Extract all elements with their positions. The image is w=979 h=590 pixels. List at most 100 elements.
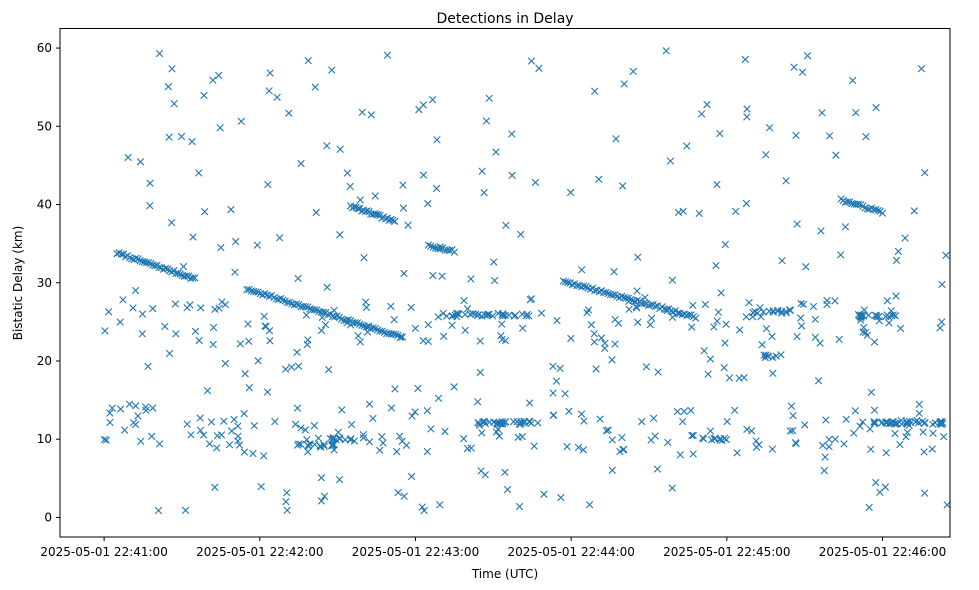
data-point [310, 422, 319, 430]
data-point [336, 145, 344, 154]
data-point [835, 335, 843, 344]
data-point [240, 410, 248, 418]
data-point [591, 287, 599, 295]
data-point [633, 287, 641, 295]
data-point [499, 310, 507, 318]
data-point [324, 365, 333, 374]
data-point [511, 311, 520, 320]
data-point [476, 337, 484, 345]
data-point [646, 321, 655, 329]
data-point [579, 282, 588, 290]
data-point [351, 319, 359, 327]
data-point [841, 223, 850, 231]
data-point [527, 295, 536, 303]
data-point [436, 245, 444, 253]
data-point [237, 117, 245, 126]
data-point [608, 436, 617, 444]
data-point [235, 441, 244, 449]
data-point [247, 287, 256, 295]
data-point [787, 402, 796, 410]
data-point [695, 209, 703, 218]
data-point [768, 445, 777, 453]
data-point [350, 203, 358, 211]
data-point [461, 310, 469, 319]
data-point [138, 310, 147, 318]
data-point [762, 150, 770, 159]
data-point [755, 440, 763, 449]
data-point [399, 204, 408, 212]
data-point [820, 466, 829, 475]
data-point [741, 55, 749, 64]
data-point [892, 292, 900, 300]
data-point [101, 327, 109, 335]
data-point [798, 68, 807, 76]
data-point [848, 76, 857, 85]
data-point [294, 362, 303, 370]
data-point [358, 108, 366, 117]
data-point [600, 344, 609, 353]
data-point [498, 335, 506, 344]
data-point [801, 421, 809, 429]
data-point [668, 313, 677, 322]
data-point [811, 315, 819, 324]
data-point [365, 400, 374, 408]
data-point [149, 304, 157, 313]
data-point [498, 417, 506, 426]
data-point [867, 388, 876, 397]
data-point [305, 442, 313, 450]
data-point [679, 207, 687, 216]
data-point [731, 207, 740, 216]
data-point [747, 427, 756, 435]
data-point [662, 47, 670, 55]
data-point [429, 243, 437, 251]
data-point [902, 433, 910, 441]
data-point [411, 408, 419, 416]
data-point [600, 288, 608, 297]
data-point [937, 419, 945, 428]
data-point [508, 130, 516, 138]
data-point [713, 180, 721, 189]
data-point [205, 440, 214, 448]
data-point [789, 426, 797, 435]
data-point [574, 443, 583, 452]
data-point [297, 159, 305, 168]
data-point [777, 351, 785, 359]
data-point [461, 326, 469, 335]
data-point [618, 292, 626, 301]
data-point [287, 363, 296, 371]
data-point [259, 452, 268, 460]
data-point [680, 407, 688, 416]
data-point [304, 56, 312, 65]
y-tick-label: 0 [44, 510, 52, 524]
data-point [196, 426, 205, 434]
data-point [207, 418, 216, 426]
plot-area [100, 47, 951, 515]
data-point [320, 492, 329, 500]
data-point [885, 313, 893, 321]
data-point [108, 404, 116, 412]
data-point [124, 153, 132, 162]
data-point [609, 291, 617, 299]
data-point [611, 340, 619, 348]
data-point [303, 436, 311, 444]
data-point [125, 400, 134, 408]
data-point [896, 324, 905, 333]
data-point [706, 355, 715, 363]
data-point [450, 383, 458, 391]
data-point [346, 182, 354, 191]
data-point [134, 412, 142, 420]
data-point [211, 305, 219, 314]
data-point [590, 338, 599, 346]
data-point [736, 326, 744, 334]
data-point [825, 435, 833, 444]
data-point [177, 132, 186, 141]
data-point [883, 297, 892, 305]
data-point [484, 310, 492, 319]
data-point [197, 304, 205, 312]
data-point [292, 300, 301, 308]
data-point [501, 468, 509, 477]
data-point [481, 311, 489, 319]
data-point [716, 129, 724, 138]
data-point [448, 321, 456, 329]
data-point [245, 337, 253, 345]
